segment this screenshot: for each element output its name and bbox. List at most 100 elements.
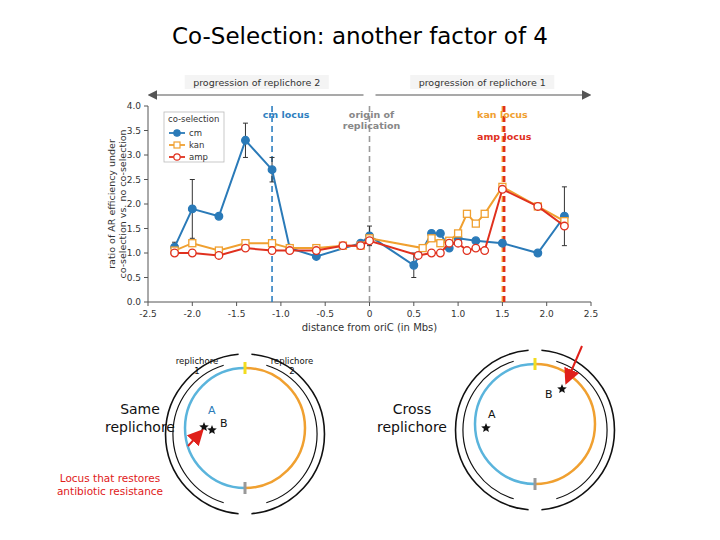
reference-line-label: origin ofreplication xyxy=(343,109,401,131)
replichore-band xyxy=(166,354,239,513)
y-tick xyxy=(144,130,148,131)
reference-line-label: kan locus xyxy=(477,109,528,120)
x-tick-label: 0 xyxy=(367,309,373,319)
point xyxy=(499,239,507,247)
error-bar-cap xyxy=(411,277,416,278)
y-tick-label: 0.5 xyxy=(127,273,141,283)
pointer-arrow xyxy=(188,432,201,446)
point xyxy=(561,222,569,230)
replichore-band xyxy=(251,354,324,513)
x-tick xyxy=(148,302,149,306)
legend-marker xyxy=(174,154,180,160)
reference-line-label: amp locus xyxy=(477,131,532,142)
point xyxy=(189,240,196,247)
x-tick-label: 1.0 xyxy=(451,309,466,319)
point xyxy=(286,247,294,255)
point xyxy=(268,166,276,174)
series-line xyxy=(175,140,565,265)
point xyxy=(455,230,462,237)
x-tick-label: 1.5 xyxy=(495,309,509,319)
point xyxy=(481,210,488,217)
text-line: replichore xyxy=(176,356,218,366)
legend: co-selectioncmkanamp xyxy=(164,112,224,162)
error-bar-cap xyxy=(270,157,275,158)
x-tick xyxy=(413,302,414,306)
chromosome-half xyxy=(245,368,305,488)
x-tick xyxy=(502,302,503,306)
background xyxy=(0,0,720,540)
y-tick-label: 0.0 xyxy=(127,297,142,307)
x-tick xyxy=(369,302,370,306)
y-tick xyxy=(144,228,148,229)
point xyxy=(437,240,444,247)
diagram-caption: Samereplichore xyxy=(105,401,175,435)
diagram-note: Locus that restoresantibiotic resistance xyxy=(57,472,163,497)
y-axis-label: ratio of AR efficiency underco-selection… xyxy=(106,129,128,278)
point xyxy=(189,249,197,257)
x-axis-label: distance from oriC (in Mbs) xyxy=(302,322,438,333)
slide: Co-Selection: another factor of 4-2.5-2.… xyxy=(0,0,720,540)
error-bar-cap xyxy=(562,186,567,187)
origin-mark xyxy=(244,362,247,374)
text-line: co-selection vs. no co-selection xyxy=(117,129,128,278)
x-tick xyxy=(280,302,281,306)
chromosome-half xyxy=(185,368,245,488)
text-line: origin of xyxy=(349,109,395,120)
text-line: replichore xyxy=(271,356,313,366)
point xyxy=(313,247,321,255)
error-bar-cap xyxy=(367,245,372,246)
x-tick-label: -1.5 xyxy=(228,309,246,319)
reference-line xyxy=(369,106,371,302)
y-tick xyxy=(144,302,148,303)
point xyxy=(410,261,418,269)
point xyxy=(499,186,507,194)
point xyxy=(268,247,276,255)
point xyxy=(481,247,489,255)
point xyxy=(242,137,250,145)
diagram-same: Samereplichorereplichore1replichore2ABLo… xyxy=(57,354,325,513)
chart: -2.5-2.0-1.5-1.0-0.500.51.01.52.02.50.00… xyxy=(106,75,598,333)
point xyxy=(437,230,445,238)
point xyxy=(534,203,541,210)
point xyxy=(366,237,374,245)
text-line: replichore xyxy=(105,419,175,435)
point xyxy=(171,249,179,257)
point xyxy=(419,245,426,252)
y-tick xyxy=(144,204,148,205)
x-tick-label: 0.5 xyxy=(407,309,421,319)
y-tick-label: 1.0 xyxy=(127,248,142,258)
x-tick-label: -2.0 xyxy=(184,309,202,319)
diagram-cross: CrossreplichoreAB xyxy=(377,346,614,510)
point xyxy=(269,240,276,247)
y-tick-label: 4.0 xyxy=(127,101,142,111)
annotation-arrow xyxy=(376,94,590,95)
y-tick xyxy=(144,106,148,107)
replichore-band xyxy=(541,350,614,509)
y-tick xyxy=(144,155,148,156)
legend-marker xyxy=(174,142,180,148)
terminus-mark xyxy=(244,482,247,494)
text-line: antibiotic resistance xyxy=(57,485,163,497)
locus-star xyxy=(199,422,209,431)
y-tick-label: 2.5 xyxy=(127,175,141,185)
point xyxy=(215,252,223,260)
reference-line-label: cm locus xyxy=(263,109,310,120)
point xyxy=(414,252,422,260)
slide-title: Co-Selection: another factor of 4 xyxy=(172,23,548,49)
locus-label: B xyxy=(220,417,228,430)
x-tick-label: -0.5 xyxy=(316,309,334,319)
point xyxy=(472,220,479,227)
error-bar-cap xyxy=(243,123,248,124)
error-bar-cap xyxy=(367,226,372,227)
legend-label: kan xyxy=(189,140,204,150)
legend-label: cm xyxy=(189,128,202,138)
y-tick xyxy=(144,277,148,278)
legend-label: amp xyxy=(189,152,208,162)
y-tick xyxy=(144,179,148,180)
point xyxy=(463,247,471,255)
annotation: progression of replichore 2 xyxy=(193,77,320,88)
y-axis-label-group: ratio of AR efficiency underco-selection… xyxy=(106,129,128,278)
text-line: Locus that restores xyxy=(60,472,161,484)
point xyxy=(357,242,364,249)
point xyxy=(189,205,197,213)
